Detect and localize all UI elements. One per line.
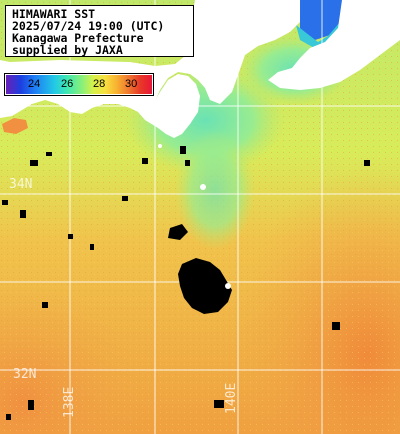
cloud-mask-patch <box>90 244 94 250</box>
cloud-mask-patch <box>185 160 190 166</box>
cloud-mask-patch <box>28 400 34 410</box>
lat-label-34n: 34N <box>9 177 33 192</box>
cloud-mask-patch <box>332 322 340 330</box>
legend-tick: 28 <box>93 78 106 90</box>
cloud-mask-patch <box>142 158 148 164</box>
title-line-datetime: 2025/07/24 19:00 (UTC) <box>12 19 165 33</box>
izu-islands <box>158 120 231 289</box>
title-line-product: HIMAWARI SST <box>12 7 96 21</box>
coastal-warm-spot <box>2 118 28 134</box>
legend-tick: 30 <box>125 78 138 90</box>
legend-tick: 26 <box>61 78 74 90</box>
cloud-mask-patch <box>68 234 73 239</box>
cloud-mask-patch <box>2 200 8 205</box>
title-line-region: Kanagawa Prefecture <box>12 31 144 45</box>
cloud-mask-patch <box>214 400 224 408</box>
cloud-mask-large <box>178 258 232 314</box>
boso-peninsula-land <box>268 0 400 90</box>
cloud-mask-patch <box>46 152 52 156</box>
temperature-color-legend: 24 26 28 30 <box>4 73 154 96</box>
legend-color-scale <box>6 75 152 94</box>
cloud-mask-small <box>168 224 188 240</box>
legend-tick: 24 <box>28 78 41 90</box>
title-line-credit: supplied by JAXA <box>12 43 123 57</box>
cloud-mask-patch <box>192 268 195 271</box>
island <box>225 283 231 289</box>
island <box>200 184 206 190</box>
lat-label-32n: 32N <box>13 367 37 382</box>
cloud-mask-patch <box>6 414 11 420</box>
cloud-mask-patch <box>42 302 48 308</box>
map-title-box: HIMAWARI SST 2025/07/24 19:00 (UTC) Kana… <box>5 5 194 57</box>
lon-label-138e: 138E <box>62 386 77 418</box>
cloud-mask-patch <box>20 210 26 218</box>
cloud-mask-patch <box>30 160 38 166</box>
cloud-mask-patch <box>122 196 128 201</box>
island <box>187 120 191 124</box>
island <box>158 144 162 148</box>
cloud-mask <box>2 146 370 420</box>
cloud-mask-patch <box>364 160 370 166</box>
lon-label-140e: 140E <box>224 382 239 414</box>
cool-water-plume-south <box>175 130 255 250</box>
cloud-mask-patch <box>180 146 186 154</box>
